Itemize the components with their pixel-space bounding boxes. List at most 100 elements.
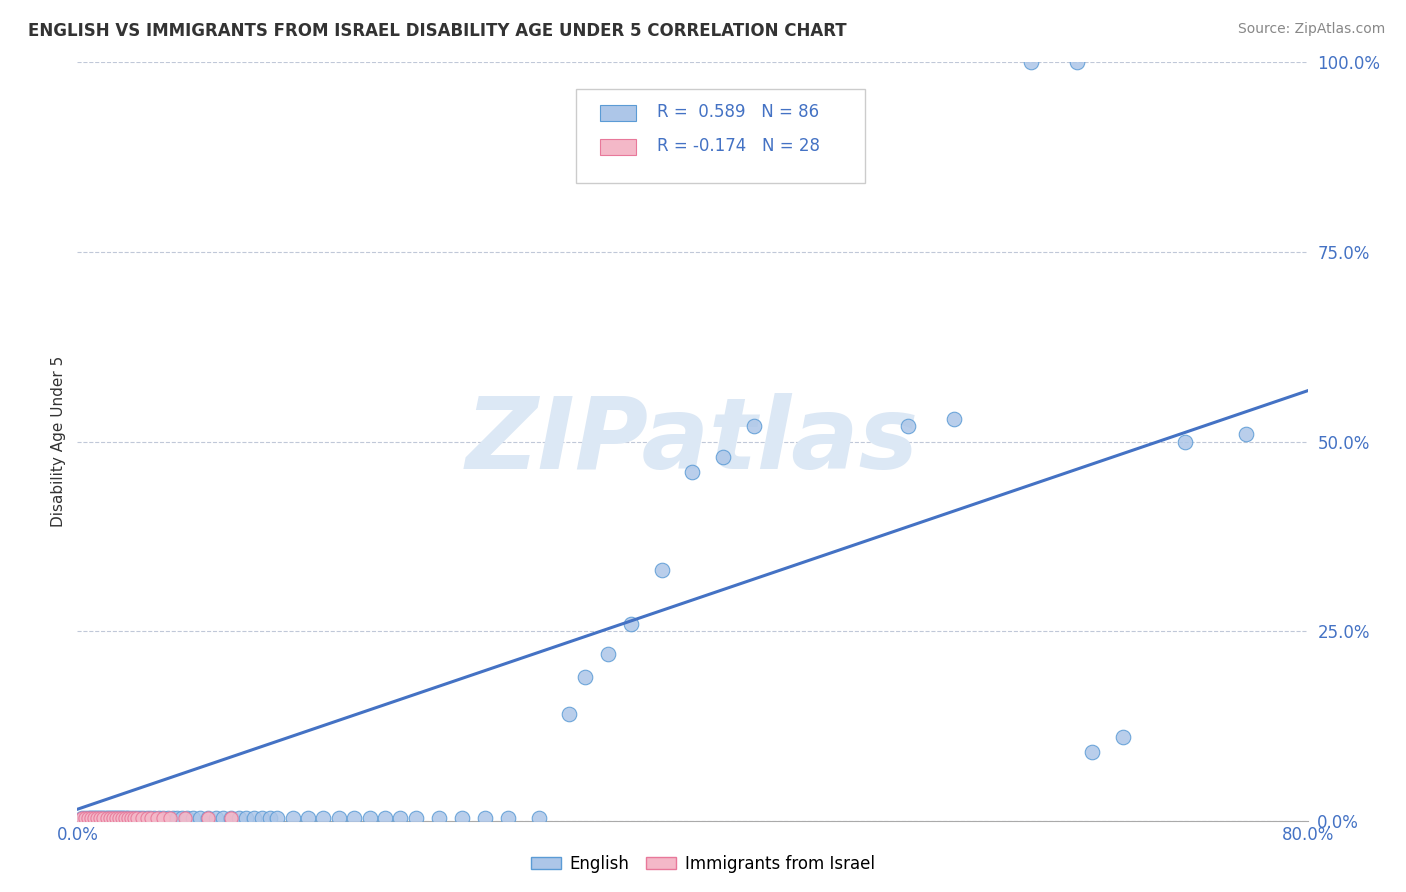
Point (527, 811, 550, 825)
Point (127, 811, 149, 825)
Point (266, 811, 288, 825)
Point (90, 811, 114, 825)
Point (94, 811, 117, 825)
Point (132, 811, 155, 825)
Point (450, 811, 472, 825)
Point (1234, 427, 1257, 442)
Point (742, 419, 765, 434)
Point (141, 811, 163, 825)
Point (682, 465, 704, 479)
Point (596, 647, 619, 661)
Point (297, 811, 319, 825)
Point (111, 811, 134, 825)
Point (343, 811, 366, 825)
Point (122, 811, 145, 825)
Point (86, 811, 108, 825)
Point (143, 811, 166, 825)
Point (83, 811, 105, 825)
Point (174, 811, 197, 825)
Point (328, 811, 350, 825)
Point (157, 811, 180, 825)
Point (115, 811, 138, 825)
Point (127, 811, 149, 825)
Point (122, 811, 145, 825)
Point (558, 707, 581, 722)
Point (103, 811, 125, 825)
Point (312, 811, 335, 825)
Point (188, 811, 212, 825)
Point (219, 811, 242, 825)
Point (243, 811, 266, 825)
Point (131, 811, 153, 825)
Point (110, 811, 132, 825)
Point (105, 811, 128, 825)
Point (228, 811, 250, 825)
Point (359, 811, 381, 825)
Text: R =  0.589   N = 86: R = 0.589 N = 86 (657, 103, 818, 121)
Point (97, 811, 120, 825)
Point (101, 811, 124, 825)
Point (108, 811, 131, 825)
Point (77, 811, 100, 825)
Point (176, 811, 198, 825)
Point (77, 811, 100, 825)
Point (159, 811, 181, 825)
Point (70, 811, 93, 825)
Point (138, 811, 160, 825)
Point (70, 811, 93, 825)
Point (104, 811, 127, 825)
Point (98, 811, 121, 825)
Point (93, 811, 115, 825)
Legend: English, Immigrants from Israel: English, Immigrants from Israel (524, 848, 882, 880)
Point (620, 616, 643, 631)
Point (120, 811, 142, 825)
Point (250, 811, 273, 825)
Point (86, 811, 108, 825)
Point (101, 811, 124, 825)
Point (135, 811, 157, 825)
Point (281, 811, 304, 825)
Point (897, 419, 920, 434)
Point (83, 811, 105, 825)
Point (135, 811, 157, 825)
Point (197, 811, 219, 825)
Point (942, 412, 965, 426)
Point (108, 811, 131, 825)
Point (84, 811, 107, 825)
Text: R = -0.174   N = 28: R = -0.174 N = 28 (657, 137, 820, 155)
Point (114, 811, 136, 825)
Point (129, 811, 152, 825)
Text: ENGLISH VS IMMIGRANTS FROM ISRAEL DISABILITY AGE UNDER 5 CORRELATION CHART: ENGLISH VS IMMIGRANTS FROM ISRAEL DISABI… (28, 22, 846, 40)
Point (1081, 746, 1104, 760)
Point (80, 811, 103, 825)
Point (197, 811, 219, 825)
Point (112, 811, 135, 825)
Point (170, 811, 193, 825)
Text: Source: ZipAtlas.com: Source: ZipAtlas.com (1237, 22, 1385, 37)
Point (152, 811, 174, 825)
Point (574, 669, 596, 683)
Point (374, 811, 396, 825)
Point (212, 811, 235, 825)
Point (152, 811, 174, 825)
Point (166, 811, 188, 825)
Point (711, 450, 734, 464)
Text: ZIPatlas: ZIPatlas (465, 393, 920, 490)
Point (427, 811, 450, 825)
Point (120, 811, 142, 825)
Point (73, 811, 96, 825)
Point (117, 811, 139, 825)
Point (111, 811, 134, 825)
Point (148, 811, 170, 825)
Point (100, 811, 122, 825)
Point (89, 811, 111, 825)
Point (496, 811, 519, 825)
Point (93, 811, 115, 825)
Y-axis label: Disability Age Under 5: Disability Age Under 5 (51, 356, 66, 527)
Point (87, 811, 110, 825)
Point (1066, 55, 1088, 70)
Point (235, 811, 257, 825)
Point (104, 811, 127, 825)
Point (651, 564, 673, 578)
Point (181, 811, 204, 825)
